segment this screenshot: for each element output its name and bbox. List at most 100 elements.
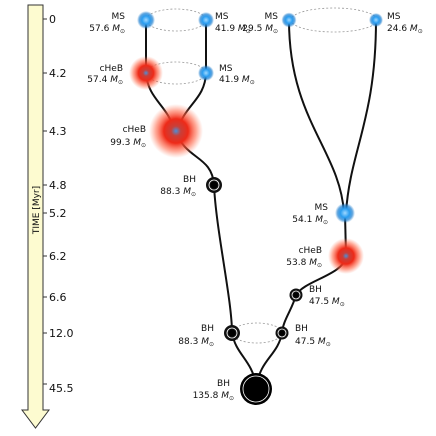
star-label: BH 135.8 M⊙ xyxy=(193,379,234,402)
star-type: cHeB xyxy=(123,125,146,135)
mass-unit: M xyxy=(309,258,317,268)
tick-label: 4.3 xyxy=(49,125,67,138)
mass-unit: M xyxy=(318,337,326,347)
black-hole-icon xyxy=(240,373,272,405)
mass-unit-sub: ⊙ xyxy=(323,219,328,226)
star-type: MS xyxy=(387,12,401,22)
star-type: MS xyxy=(315,203,329,213)
black-hole-icon xyxy=(206,177,222,193)
tick-5.2: 5.2 xyxy=(43,207,67,220)
star-mass: 88.3 xyxy=(178,337,198,347)
star-mass: 57.6 xyxy=(89,24,109,34)
star-label: MS 24.6 M⊙ xyxy=(387,12,423,35)
svg-text:57.6 M⊙: 57.6 M⊙ xyxy=(89,24,125,35)
mass-unit-sub: ⊙ xyxy=(326,341,331,348)
ms-star-icon xyxy=(335,203,355,223)
orbits xyxy=(145,7,378,344)
mass-unit-sub: ⊙ xyxy=(120,28,125,35)
time-axis-title: TIME [Myr] xyxy=(32,186,42,235)
star-label: BH 47.5 M⊙ xyxy=(295,324,331,348)
tick-label: 6.6 xyxy=(49,291,67,304)
star-label: MS 29.5 M⊙ xyxy=(242,12,278,35)
tick-label: 0 xyxy=(49,13,56,26)
star-type: MS xyxy=(219,64,233,74)
tick-45.5: 45.5 xyxy=(43,382,74,395)
mass-unit: M xyxy=(238,24,246,34)
ms-star-icon xyxy=(198,65,214,81)
mass-unit: M xyxy=(183,187,191,197)
mass-unit-sub: ⊙ xyxy=(191,191,196,198)
ms-star-icon xyxy=(281,12,297,28)
tick-4.3: 4.3 xyxy=(43,125,67,138)
mass-unit: M xyxy=(221,391,229,401)
mass-unit: M xyxy=(410,24,418,34)
svg-text:135.8 M⊙: 135.8 M⊙ xyxy=(193,391,234,402)
mass-unit: M xyxy=(110,75,118,85)
time-axis: TIME [Myr] 0 4.2 4.3 4.8 5.2 6.2 6.6 xyxy=(21,4,74,429)
star-label: BH 88.3 M⊙ xyxy=(160,175,196,198)
mass-unit: M xyxy=(265,24,273,34)
tick-label: 12.0 xyxy=(49,327,74,340)
star-type: MS xyxy=(265,12,279,22)
star-type: MS xyxy=(215,12,229,22)
star-type: BH xyxy=(217,379,230,389)
mass-unit-sub: ⊙ xyxy=(250,79,255,86)
mass-unit-sub: ⊙ xyxy=(229,395,234,402)
star-mass: 54.1 xyxy=(292,215,312,225)
star-label: BH 47.5 M⊙ xyxy=(309,285,345,308)
svg-text:29.5 M⊙: 29.5 M⊙ xyxy=(242,24,278,35)
star-mass: 57.4 xyxy=(87,75,107,85)
star-mass: 29.5 xyxy=(242,24,262,34)
tick-label: 4.2 xyxy=(49,67,67,80)
star-label: cHeB 53.8 M⊙ xyxy=(286,246,322,269)
mass-unit-sub: ⊙ xyxy=(118,79,123,86)
black-hole-icon xyxy=(289,288,303,302)
svg-text:53.8 M⊙: 53.8 M⊙ xyxy=(286,258,322,269)
svg-text:88.3 M⊙: 88.3 M⊙ xyxy=(178,337,214,348)
star-mass: 47.5 xyxy=(309,297,329,307)
star-type: BH xyxy=(295,324,308,334)
track-line xyxy=(288,19,345,214)
mass-unit-sub: ⊙ xyxy=(418,28,423,35)
track-line xyxy=(345,19,377,214)
tick-label: 6.2 xyxy=(49,250,67,263)
mass-unit-sub: ⊙ xyxy=(273,28,278,35)
svg-text:41.9 M⊙: 41.9 M⊙ xyxy=(219,75,255,86)
star-type: cHeB xyxy=(299,246,322,256)
star-type: MS xyxy=(112,12,126,22)
orbit-ellipse xyxy=(290,7,378,33)
mass-unit: M xyxy=(133,138,141,148)
star-label: MS 41.9 M⊙ xyxy=(215,12,251,35)
star-mass: 99.3 xyxy=(110,138,130,148)
track-line xyxy=(213,184,233,334)
svg-text:88.3 M⊙: 88.3 M⊙ xyxy=(160,187,196,198)
tracks xyxy=(145,19,377,386)
ms-star-icon xyxy=(198,12,214,28)
mass-unit-sub: ⊙ xyxy=(246,28,251,35)
cheb-star-icon xyxy=(149,104,203,158)
cheb-star-icon xyxy=(328,238,364,274)
mass-unit-sub: ⊙ xyxy=(317,262,322,269)
svg-text:47.5 M⊙: 47.5 M⊙ xyxy=(309,297,345,308)
stars xyxy=(129,11,383,405)
mass-unit-sub: ⊙ xyxy=(141,142,146,149)
mass-unit-sub: ⊙ xyxy=(209,341,214,348)
tick-4.2: 4.2 xyxy=(43,67,67,80)
svg-text:47.5 M⊙: 47.5 M⊙ xyxy=(295,337,331,348)
ms-star-icon xyxy=(137,11,155,29)
star-label: cHeB 57.4 M⊙ xyxy=(87,64,123,86)
svg-text:41.9 M⊙: 41.9 M⊙ xyxy=(215,24,251,35)
star-label: BH 88.3 M⊙ xyxy=(178,324,214,348)
cheb-star-icon xyxy=(129,56,163,90)
svg-text:54.1 M⊙: 54.1 M⊙ xyxy=(292,215,328,226)
ms-star-icon xyxy=(369,13,383,27)
tick-12.0: 12.0 xyxy=(43,327,74,340)
tick-0: 0 xyxy=(43,13,56,26)
mass-unit: M xyxy=(201,337,209,347)
tick-6.6: 6.6 xyxy=(43,291,67,304)
svg-text:99.3 M⊙: 99.3 M⊙ xyxy=(110,138,146,149)
tick-6.2: 6.2 xyxy=(43,250,67,263)
tick-label: 45.5 xyxy=(49,382,74,395)
star-mass: 24.6 xyxy=(387,24,407,34)
